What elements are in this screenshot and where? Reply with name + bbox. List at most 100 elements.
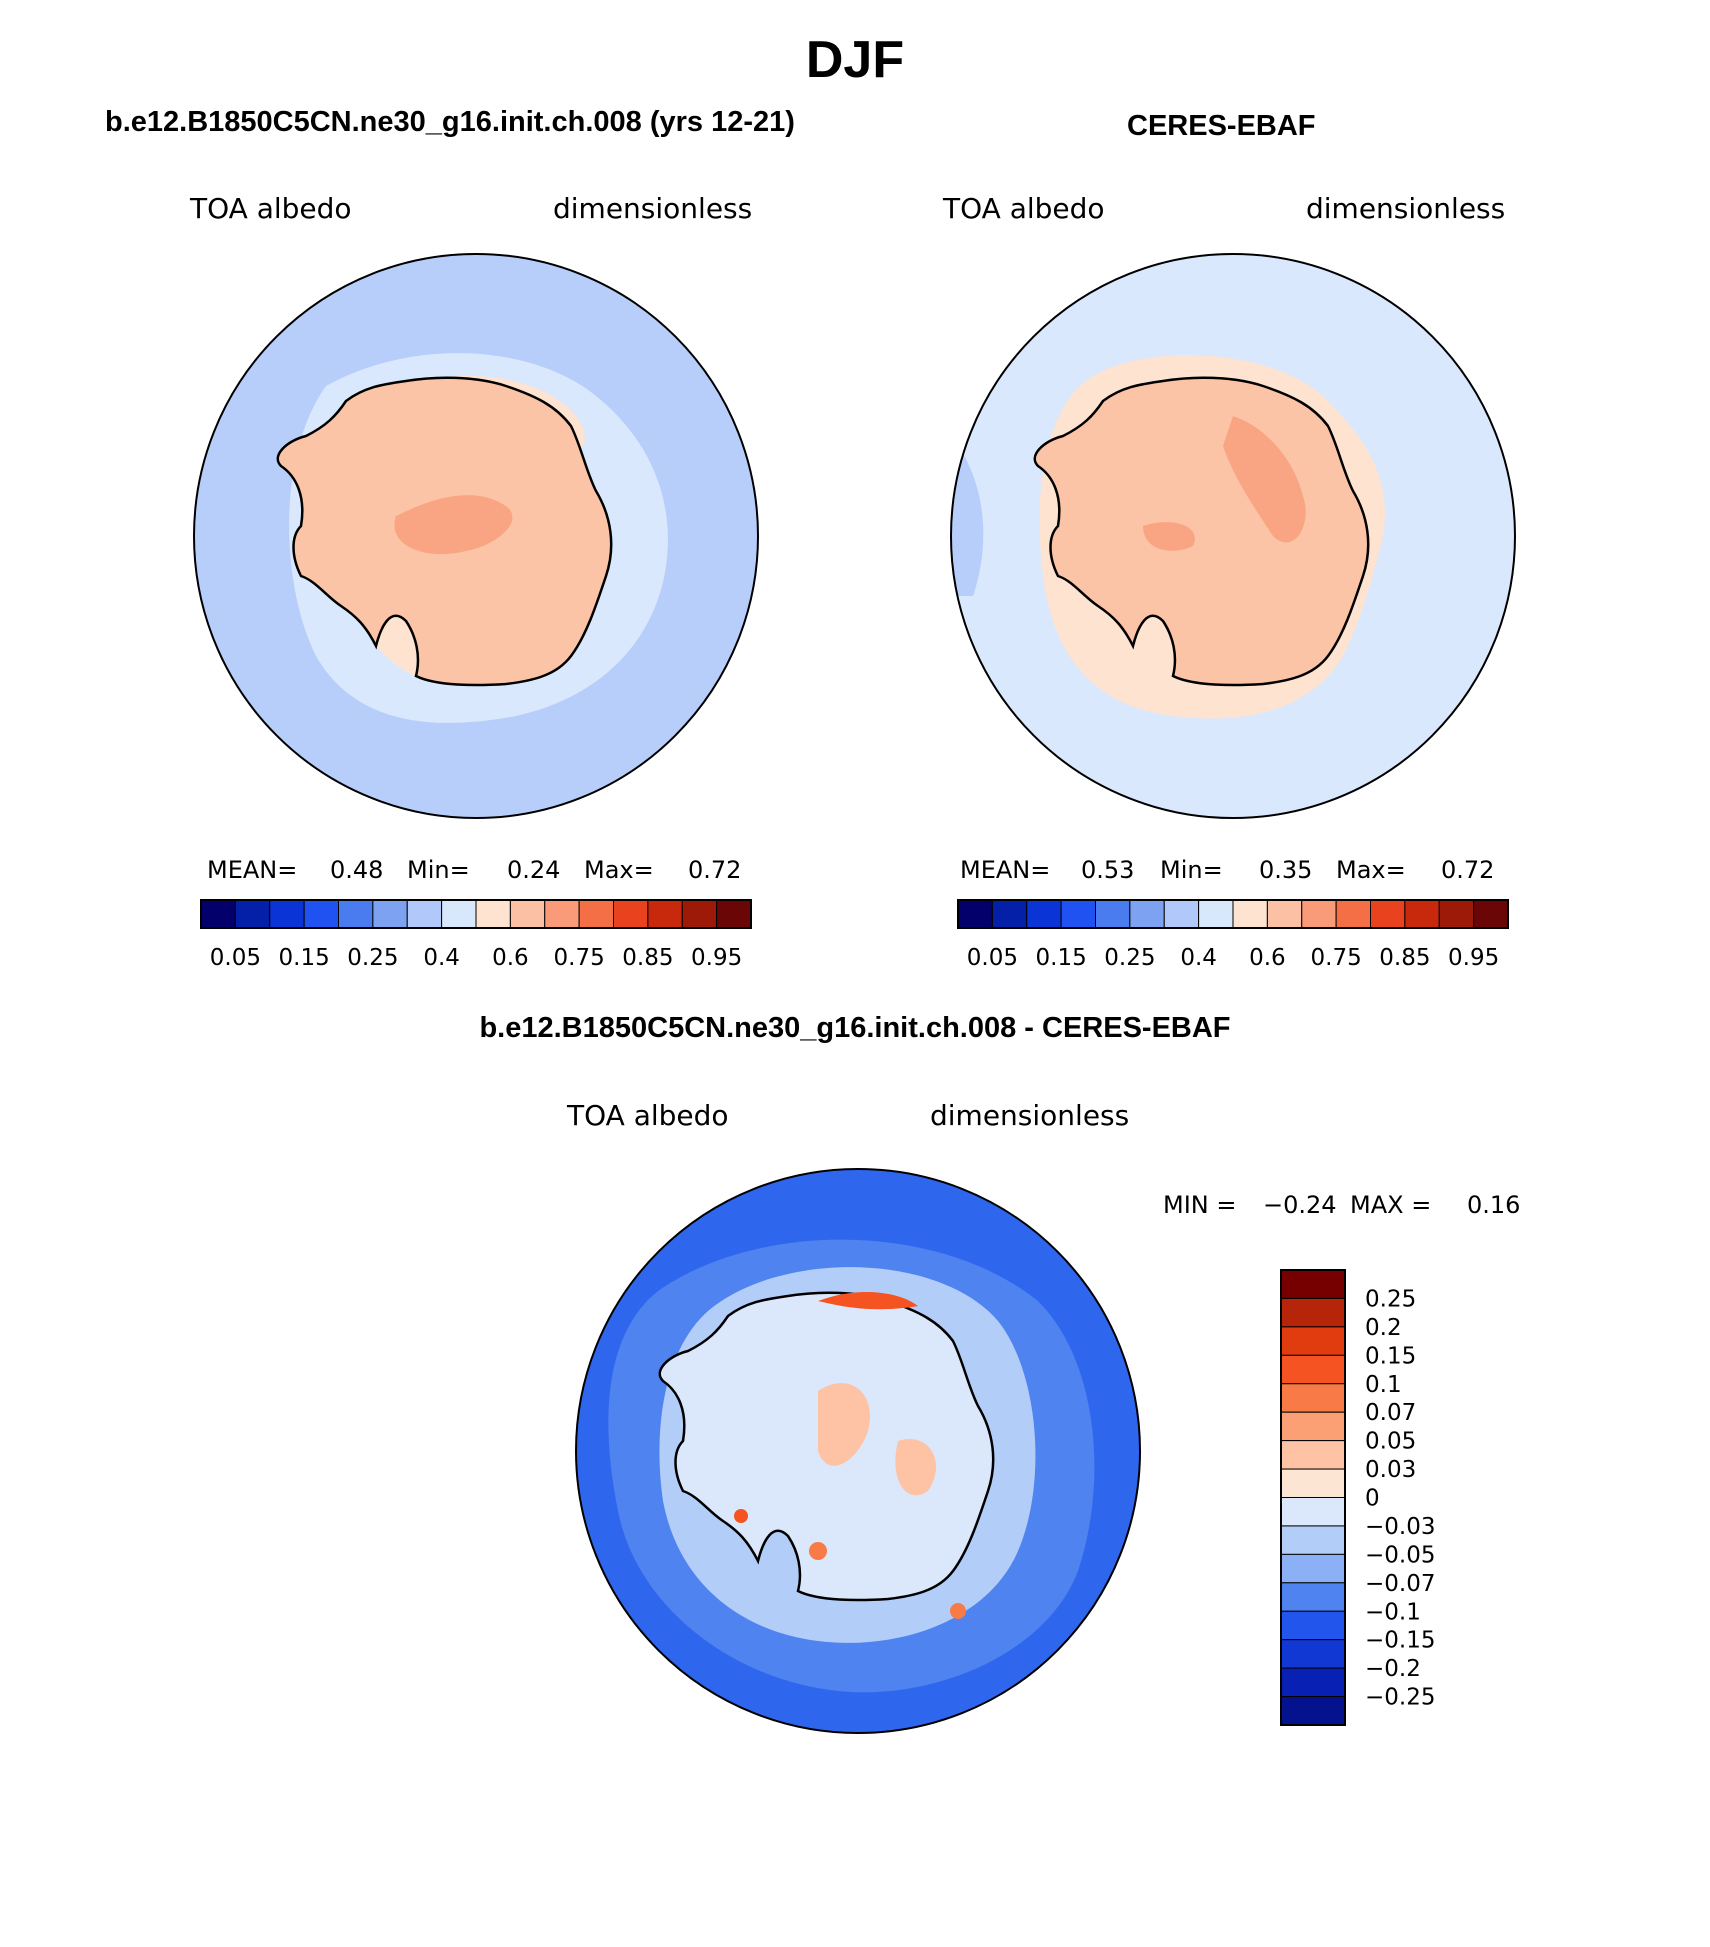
diff-colorbar-swatch bbox=[1280, 1383, 1346, 1413]
diff-colorbar-tick-label: 0.03 bbox=[1365, 1457, 1416, 1483]
obs-colorbar-swatch bbox=[1438, 899, 1475, 929]
diff-colorbar-tick-label: 0 bbox=[1365, 1486, 1380, 1512]
diff-colorbar-swatch bbox=[1280, 1610, 1346, 1641]
diff-colorbar-tick-label: −0.07 bbox=[1365, 1571, 1435, 1597]
diff-colorbar-swatch bbox=[1280, 1553, 1346, 1584]
model-colorbar-swatch bbox=[681, 899, 718, 929]
obs-colorbar-swatch bbox=[1026, 899, 1062, 929]
model-map-border bbox=[193, 253, 759, 819]
model-units-label: dimensionless bbox=[553, 192, 753, 225]
obs-colorbar-tick-label: 0.6 bbox=[1249, 945, 1286, 971]
model-colorbar-swatch bbox=[338, 899, 374, 929]
obs-colorbar-tick-label: 0.4 bbox=[1180, 945, 1217, 971]
model-colorbar-tick-label: 0.85 bbox=[622, 945, 673, 971]
obs-min-label: Min= bbox=[1160, 856, 1223, 884]
model-colorbar-swatch bbox=[475, 899, 511, 929]
model-mean-value: 0.48 bbox=[330, 856, 384, 884]
obs-map-border bbox=[950, 253, 1516, 819]
model-colorbar-swatch bbox=[234, 899, 271, 929]
diff-colorbar-tick-label: 0.05 bbox=[1365, 1429, 1416, 1455]
obs-mean-value: 0.53 bbox=[1081, 856, 1135, 884]
diff-max-label: MAX = bbox=[1350, 1191, 1432, 1219]
diff-colorbar-swatch bbox=[1280, 1269, 1346, 1299]
obs-max-label: Max= bbox=[1336, 856, 1406, 884]
diff-units-label: dimensionless bbox=[930, 1099, 1130, 1132]
diff-colorbar-swatch bbox=[1280, 1440, 1346, 1470]
obs-max-value: 0.72 bbox=[1441, 856, 1495, 884]
diff-colorbar-swatch bbox=[1280, 1696, 1346, 1726]
diff-colorbar-tick-label: −0.25 bbox=[1365, 1685, 1435, 1711]
diff-min-value: −0.24 bbox=[1263, 1191, 1337, 1219]
obs-open-ocean-west bbox=[951, 436, 984, 596]
diff-positive-spot-3 bbox=[950, 1603, 966, 1619]
obs-colorbar-swatch bbox=[991, 899, 1028, 929]
diff-map-border bbox=[575, 1168, 1141, 1734]
obs-colorbar-swatch bbox=[1232, 899, 1268, 929]
obs-colorbar-tick-label: 0.25 bbox=[1104, 945, 1155, 971]
obs-mean-label: MEAN= bbox=[960, 856, 1051, 884]
diff-colorbar-tick-label: 0.07 bbox=[1365, 1400, 1416, 1426]
diff-colorbar-swatch bbox=[1280, 1411, 1346, 1442]
model-colorbar-swatch bbox=[647, 899, 683, 929]
diff-colorbar-tick-label: −0.05 bbox=[1365, 1542, 1435, 1568]
model-colorbar-swatch bbox=[509, 899, 546, 929]
model-colorbar-swatch bbox=[613, 899, 649, 929]
obs-colorbar-swatch bbox=[1266, 899, 1303, 929]
diff-colorbar-swatch bbox=[1280, 1354, 1346, 1385]
obs-colorbar-tick-label: 0.05 bbox=[967, 945, 1018, 971]
obs-colorbar-swatch bbox=[1095, 899, 1131, 929]
diff-colorbar-swatch bbox=[1280, 1497, 1346, 1527]
model-colorbar-swatch bbox=[578, 899, 614, 929]
obs-units-label: dimensionless bbox=[1306, 192, 1506, 225]
model-min-value: 0.24 bbox=[507, 856, 561, 884]
model-colorbar-swatch bbox=[544, 899, 580, 929]
obs-colorbar-swatch bbox=[1060, 899, 1096, 929]
diff-colorbar-tick-label: 0.15 bbox=[1365, 1343, 1416, 1369]
model-colorbar-swatch bbox=[406, 899, 443, 929]
diff-positive-spot-1 bbox=[734, 1509, 748, 1523]
model-colorbar-tick-label: 0.95 bbox=[691, 945, 742, 971]
model-map bbox=[193, 253, 759, 819]
model-colorbar-swatch bbox=[269, 899, 305, 929]
page-title: DJF bbox=[805, 31, 905, 89]
diff-map bbox=[575, 1168, 1141, 1734]
obs-colorbar-swatch bbox=[1129, 899, 1165, 929]
obs-colorbar-swatch bbox=[1404, 899, 1440, 929]
obs-colorbar-tick-label: 0.95 bbox=[1448, 945, 1499, 971]
obs-colorbar-swatch bbox=[1335, 899, 1371, 929]
obs-map bbox=[950, 253, 1516, 819]
model-high-albedo-patch bbox=[394, 495, 513, 555]
obs-colorbar-tick-label: 0.85 bbox=[1379, 945, 1430, 971]
diff-colorbar-tick-label: −0.1 bbox=[1365, 1599, 1421, 1625]
diff-colorbar-tick-label: −0.15 bbox=[1365, 1628, 1435, 1654]
diff-colorbar-tick-label: 0.1 bbox=[1365, 1372, 1402, 1398]
obs-colorbar-tick-label: 0.75 bbox=[1311, 945, 1362, 971]
diff-colorbar-tick-label: 0.2 bbox=[1365, 1315, 1402, 1341]
obs-min-value: 0.35 bbox=[1259, 856, 1313, 884]
model-colorbar-swatch bbox=[372, 899, 408, 929]
diff-colorbar-tick-label: −0.03 bbox=[1365, 1514, 1435, 1540]
model-colorbar-swatch bbox=[200, 899, 236, 929]
model-colorbar-tick-label: 0.6 bbox=[492, 945, 529, 971]
diff-colorbar: 0.25 0.20.15 0.10.07 0.050.03 0−0.03−0.05 −0.… bbox=[1280, 1269, 1435, 1726]
diff-colorbar-swatch bbox=[1280, 1297, 1346, 1328]
diff-colorbar-swatch bbox=[1280, 1582, 1346, 1612]
obs-colorbar-swatch bbox=[1163, 899, 1200, 929]
obs-colorbar-tick-label: 0.15 bbox=[1036, 945, 1087, 971]
model-panel-title: b.e12.B1850C5CN.ne30_g16.init.ch.008 (yr… bbox=[105, 106, 795, 138]
diff-colorbar-swatch bbox=[1280, 1525, 1346, 1555]
obs-high-albedo-ridge bbox=[1143, 416, 1306, 551]
obs-colorbar-swatch bbox=[1198, 899, 1234, 929]
obs-variable-label: TOA albedo bbox=[943, 192, 1105, 225]
model-colorbar-swatch bbox=[716, 899, 752, 929]
obs-colorbar-swatch bbox=[1473, 899, 1509, 929]
diff-positive-spot-2 bbox=[809, 1542, 827, 1560]
model-colorbar-tick-label: 0.4 bbox=[423, 945, 460, 971]
obs-colorbar: 0.05 0.15 0.25 0.4 0.6 0.75 0.85 0.95 bbox=[957, 899, 1509, 971]
obs-colorbar-swatch bbox=[1370, 899, 1406, 929]
obs-colorbar-swatch bbox=[957, 899, 993, 929]
model-colorbar: 0.05 0.15 0.25 0.4 0.6 0.75 0.85 0.95 bbox=[200, 899, 752, 971]
diff-positive-edge bbox=[818, 1291, 918, 1310]
diff-colorbar-swatch bbox=[1280, 1326, 1346, 1356]
